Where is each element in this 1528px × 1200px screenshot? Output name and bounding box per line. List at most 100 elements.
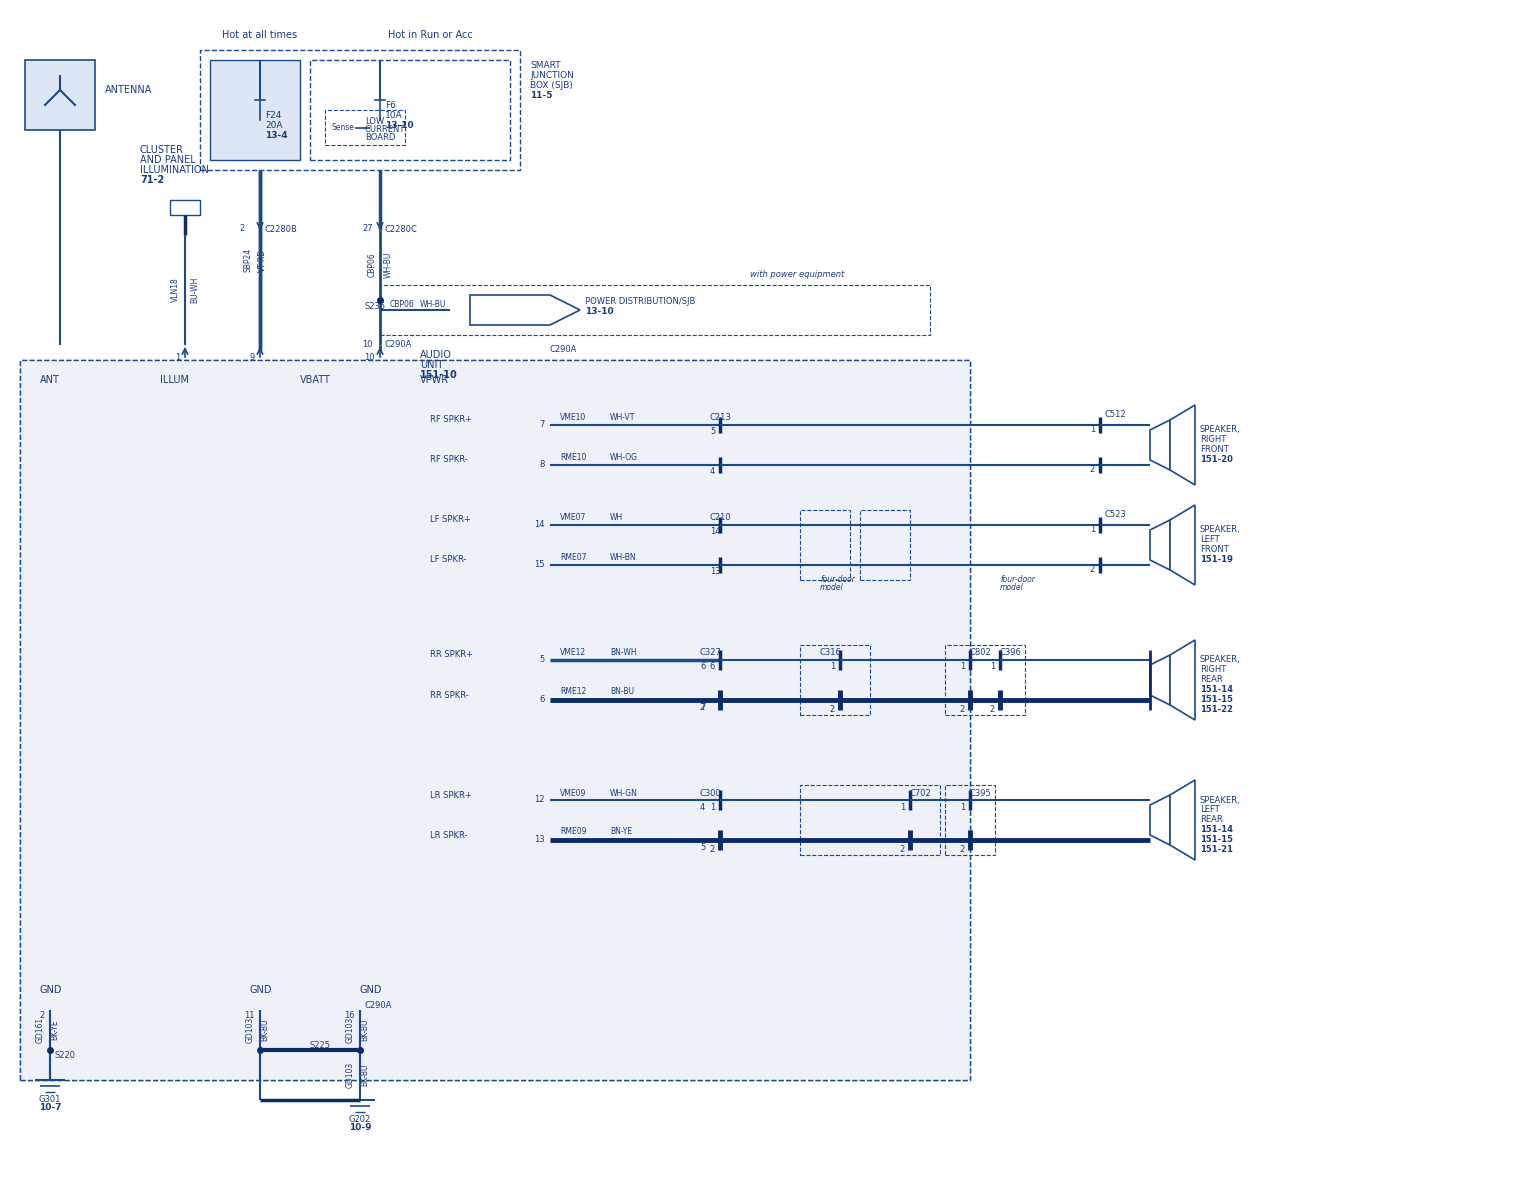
Text: CURRENT: CURRENT [365,126,405,134]
Text: 11: 11 [244,1010,255,1020]
Text: 4: 4 [711,468,715,476]
Text: SPEAKER,: SPEAKER, [1199,655,1241,665]
Text: BN-BU: BN-BU [610,688,634,696]
Text: four-door: four-door [821,576,854,584]
Text: 7: 7 [539,420,545,430]
Text: FRONT: FRONT [1199,445,1229,455]
Text: ANT: ANT [40,374,60,385]
Text: REAR: REAR [1199,676,1222,684]
Text: VME12: VME12 [559,648,587,658]
Text: C300: C300 [700,788,721,798]
Text: 151-20: 151-20 [1199,456,1233,464]
Text: 5: 5 [539,655,545,665]
Text: RME10: RME10 [559,454,587,462]
Text: 151-19: 151-19 [1199,556,1233,564]
Text: C210: C210 [711,514,732,522]
Text: 2: 2 [960,704,966,714]
Text: C290A: C290A [385,341,413,349]
Text: VBATT: VBATT [299,374,332,385]
Text: C512: C512 [1105,410,1126,420]
Text: 1: 1 [900,803,905,811]
Text: GND: GND [361,985,382,995]
Text: WH-BU: WH-BU [420,300,446,310]
Text: 2: 2 [900,845,905,853]
FancyBboxPatch shape [24,60,95,130]
Text: BK-BU: BK-BU [361,1019,370,1042]
Text: C802: C802 [970,648,992,658]
Text: F6: F6 [385,101,396,109]
Text: C290A: C290A [550,346,578,354]
Text: Sense: Sense [332,124,354,132]
Text: G202: G202 [348,1116,371,1124]
Text: 151-15: 151-15 [1199,835,1233,845]
Text: WH: WH [610,514,623,522]
Polygon shape [1151,520,1170,570]
Text: 6: 6 [700,662,706,672]
Text: G301: G301 [38,1096,61,1104]
Text: 1: 1 [960,803,966,811]
Text: four-door: four-door [999,576,1034,584]
Text: 13-4: 13-4 [264,131,287,139]
Text: 5: 5 [700,844,706,852]
Text: GND: GND [251,985,272,995]
Text: 151-10: 151-10 [420,370,458,380]
Text: 1: 1 [830,662,834,672]
Text: ILLUMINATION: ILLUMINATION [141,164,209,175]
Text: RME07: RME07 [559,553,587,563]
Text: VME10: VME10 [559,414,587,422]
Text: LF SPKR+: LF SPKR+ [429,516,471,524]
Text: S220: S220 [55,1050,76,1060]
Text: BN-YE: BN-YE [610,828,633,836]
Text: WH-VT: WH-VT [610,414,636,422]
Text: Hot in Run or Acc: Hot in Run or Acc [388,30,472,40]
Text: model: model [821,583,843,593]
Text: with power equipment: with power equipment [750,270,845,280]
Text: LEFT: LEFT [1199,535,1219,545]
Text: 9: 9 [249,354,255,362]
Text: ANTENNA: ANTENNA [105,85,153,95]
Text: FRONT: FRONT [1199,546,1229,554]
Polygon shape [170,200,200,215]
Text: 12: 12 [535,796,545,804]
Text: 71-2: 71-2 [141,175,163,185]
Text: 13-10: 13-10 [585,307,614,317]
Text: 2: 2 [960,845,966,853]
Text: S225: S225 [310,1040,330,1050]
Text: C396: C396 [999,648,1022,658]
Text: GD103: GD103 [246,1016,255,1043]
Text: WH-OG: WH-OG [610,454,639,462]
Text: 1: 1 [960,662,966,672]
Text: 151-22: 151-22 [1199,706,1233,714]
Text: SPEAKER,: SPEAKER, [1199,526,1241,534]
Text: 10-7: 10-7 [38,1104,61,1112]
Text: GD103: GD103 [345,1062,354,1088]
Text: BOX (SJB): BOX (SJB) [530,80,573,90]
Text: 5: 5 [711,427,715,437]
Text: S235: S235 [365,302,387,312]
Text: 10: 10 [362,341,373,349]
Text: WH-BU: WH-BU [384,252,393,278]
Polygon shape [1151,794,1170,845]
Text: C327: C327 [700,648,721,658]
Text: BOARD: BOARD [365,133,396,143]
Text: C290A: C290A [365,1001,393,1009]
Text: C213: C213 [711,414,732,422]
Text: F24: F24 [264,110,281,120]
FancyBboxPatch shape [209,60,299,160]
Text: POWER DISTRIBUTION/SJB: POWER DISTRIBUTION/SJB [585,298,695,306]
Text: GND: GND [40,985,63,995]
Text: LR SPKR+: LR SPKR+ [429,791,472,799]
Text: CBP06: CBP06 [368,253,376,277]
Text: WH-GN: WH-GN [610,788,637,798]
Text: RIGHT: RIGHT [1199,666,1227,674]
Text: SPEAKER,: SPEAKER, [1199,426,1241,434]
Text: REAR: REAR [1199,816,1222,824]
Text: SPEAKER,: SPEAKER, [1199,796,1241,804]
Polygon shape [1170,505,1195,584]
Text: 15: 15 [535,560,545,570]
Text: 10: 10 [365,354,374,362]
Text: LR SPKR-: LR SPKR- [429,830,468,840]
Text: LF SPKR-: LF SPKR- [429,556,466,564]
Text: GD161: GD161 [35,1016,44,1043]
Text: VME09: VME09 [559,788,587,798]
